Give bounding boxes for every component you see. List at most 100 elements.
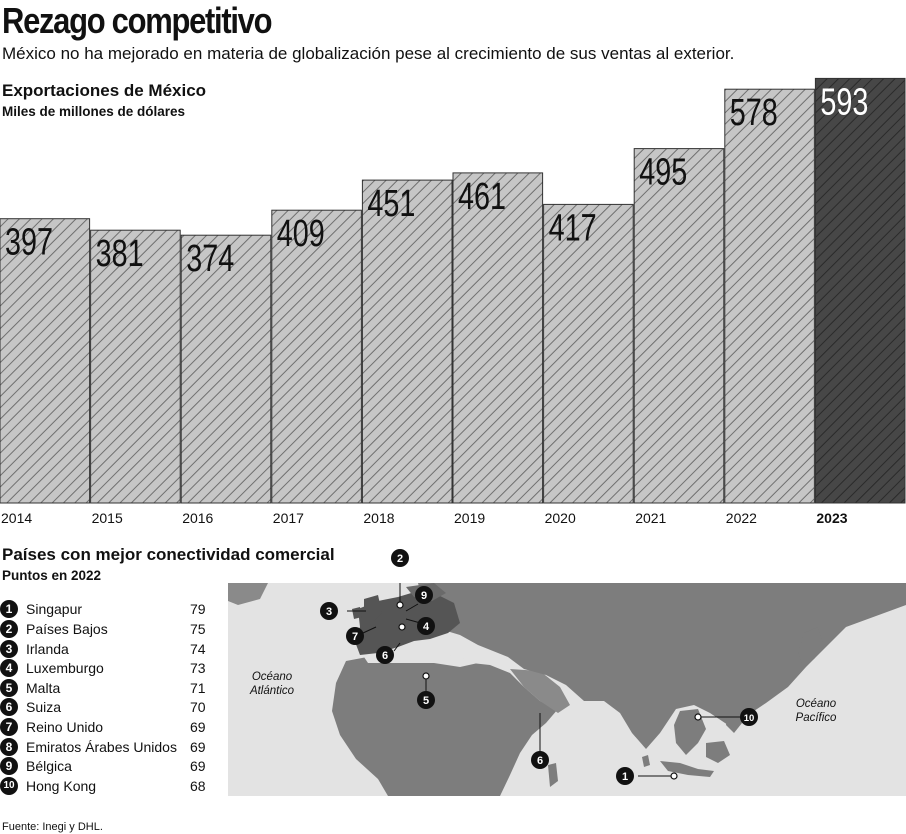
bar-2023 xyxy=(814,77,906,504)
country-score: 79 xyxy=(190,601,206,617)
bar-2020 xyxy=(543,203,634,504)
marker-1-label: 1 xyxy=(622,771,628,783)
marker-10-label: 10 xyxy=(744,713,755,724)
atlantic-label-line2: Atlántico xyxy=(249,685,295,697)
bar-2015 xyxy=(90,229,181,504)
bar-value-label: 461 xyxy=(458,176,506,218)
marker-2-callout: 2 xyxy=(391,549,409,567)
country-name: Bélgica xyxy=(26,758,72,774)
ranking-row: 9 Bélgica 69 xyxy=(0,757,215,776)
country-score: 68 xyxy=(190,778,206,794)
marker-7-label: 7 xyxy=(352,631,358,643)
ranking-row: 4 Luxemburgo 73 xyxy=(0,659,215,678)
bar-value-label: 451 xyxy=(367,183,415,225)
bar-value-label: 374 xyxy=(186,238,234,280)
country-score: 69 xyxy=(190,739,206,755)
pacific-label: Océano xyxy=(796,698,837,710)
country-score: 71 xyxy=(190,680,206,696)
bar-value-label: 409 xyxy=(277,213,325,255)
marker-4-label: 4 xyxy=(423,621,430,633)
country-name: Luxemburgo xyxy=(26,660,104,676)
marker-6-gulf-label: 6 xyxy=(537,755,543,767)
x-tick-label: 2018 xyxy=(363,510,394,526)
country-name: Suiza xyxy=(26,699,62,715)
rank-badge: 5 xyxy=(0,679,18,697)
country-score: 70 xyxy=(190,699,206,715)
bar-2022 xyxy=(724,88,815,504)
country-name: Países Bajos xyxy=(26,621,108,637)
x-tick-label: 2017 xyxy=(273,510,304,526)
ranking-row: 3 Irlanda 74 xyxy=(0,640,215,659)
x-tick-label: 2022 xyxy=(726,510,757,526)
borneo-landmass xyxy=(706,741,730,763)
marker-6-gulf xyxy=(531,751,549,769)
marker-3 xyxy=(320,602,338,620)
bar-value-label: 381 xyxy=(96,233,144,275)
ranking-subtitle: Puntos en 2022 xyxy=(2,568,102,583)
country-name: Singapur xyxy=(26,601,83,617)
marker-7 xyxy=(346,627,364,645)
bar-2014 xyxy=(0,218,91,504)
page-title: Rezago competitivo xyxy=(2,0,273,41)
x-tick-label: 2021 xyxy=(635,510,666,526)
marker-4 xyxy=(417,617,435,635)
world-map-graphic: Océano Atlántico Océano Pacífico xyxy=(228,583,906,796)
rank-badge: 7 xyxy=(0,718,18,736)
indonesia-landmass xyxy=(660,761,714,777)
chart-units: Miles de millones de dólares xyxy=(2,104,186,119)
bar-value-label: 593 xyxy=(820,81,868,123)
x-tick-label: 2015 xyxy=(92,510,123,526)
marker-6-label: 6 xyxy=(382,650,388,662)
atlantic-label: Océano xyxy=(252,671,293,683)
country-score: 75 xyxy=(190,621,206,637)
ranking-row: 7 Reino Unido 69 xyxy=(0,718,215,737)
bar-2021 xyxy=(633,148,725,504)
marker-5-label: 5 xyxy=(423,695,429,707)
country-name: Malta xyxy=(26,680,61,696)
x-tick-label: 2019 xyxy=(454,510,485,526)
bar-value-label: 578 xyxy=(730,92,778,134)
rank-badge: 4 xyxy=(0,659,18,677)
rank-badge: 10 xyxy=(0,777,18,795)
x-tick-label: 2016 xyxy=(182,510,213,526)
rank-badge: 6 xyxy=(0,698,18,716)
rank-badge: 8 xyxy=(0,738,18,756)
rank-badge: 9 xyxy=(0,757,18,775)
srilanka-landmass xyxy=(642,755,650,767)
bar-2016 xyxy=(180,234,272,504)
marker-1 xyxy=(616,767,634,785)
world-map: Océano Atlántico Océano Pacífico xyxy=(228,583,906,796)
bar-2019 xyxy=(452,172,544,504)
british-isles-landmass xyxy=(364,595,382,621)
x-tick-label: 2020 xyxy=(545,510,576,526)
country-score: 69 xyxy=(190,719,206,735)
country-name: Emiratos Árabes Unidos xyxy=(26,739,177,755)
country-name: Irlanda xyxy=(26,641,69,657)
pacific-label-line2: Pacífico xyxy=(796,712,838,724)
marker-6 xyxy=(376,646,394,664)
bar-2018 xyxy=(361,179,453,504)
chart-title: Exportaciones de México xyxy=(2,81,207,100)
ranking-row: 2 Países Bajos 75 xyxy=(0,620,215,639)
marker-2-label: 2 xyxy=(397,553,403,565)
rank-badge: 3 xyxy=(0,640,18,658)
country-name: Hong Kong xyxy=(26,778,97,794)
bar-2017 xyxy=(271,209,362,504)
country-score: 69 xyxy=(190,758,206,774)
africa-landmass xyxy=(332,655,558,796)
rank-badge: 2 xyxy=(0,620,18,638)
bar-value-label: 495 xyxy=(639,152,687,194)
philippines-landmass xyxy=(726,705,742,733)
marker-5 xyxy=(417,691,435,709)
ranking-row: 5 Malta 71 xyxy=(0,679,215,698)
ranking-row: 6 Suiza 70 xyxy=(0,698,215,717)
rank-badge: 1 xyxy=(0,600,18,618)
arabia-landmass xyxy=(510,669,570,713)
ranking-row: 8 Emiratos Árabes Unidos 69 xyxy=(0,738,215,757)
ranking-row: 1 Singapur 79 xyxy=(0,600,215,619)
ireland-landmass xyxy=(352,607,362,619)
x-tick-label: 2014 xyxy=(1,510,32,526)
country-score: 74 xyxy=(190,641,206,657)
source-note: Fuente: Inegi y DHL. xyxy=(2,821,103,833)
country-score: 73 xyxy=(190,660,206,676)
